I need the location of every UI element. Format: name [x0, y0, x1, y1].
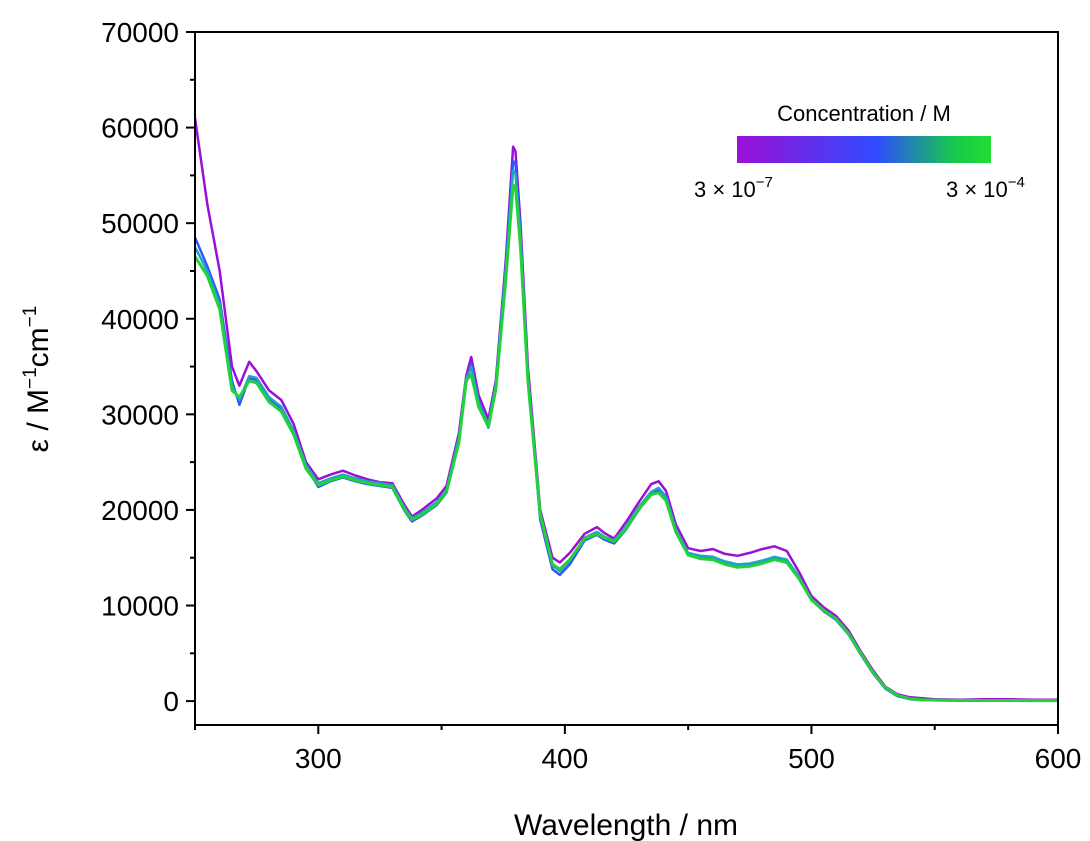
x-tick-label: 600 — [1035, 743, 1082, 774]
plot-frame — [194, 31, 1059, 726]
y-tick-label: 40000 — [101, 304, 179, 335]
y-axis-title: ε / M−1cm−1 — [20, 306, 55, 453]
spectrum-line-1 — [195, 117, 1058, 701]
x-tick-label: 400 — [541, 743, 588, 774]
spectrum-line-4 — [195, 183, 1058, 703]
y-tick-label: 60000 — [101, 113, 179, 144]
concentration-legend: Concentration / M 3 × 10−7 3 × 10−4 — [694, 101, 1025, 202]
y-tick-label: 0 — [163, 686, 179, 717]
spectrum-lines — [195, 117, 1058, 703]
spectrum-line-3 — [195, 169, 1058, 702]
concentration-gradient-bar — [737, 136, 991, 163]
x-tick-label: 500 — [788, 743, 835, 774]
y-tick-label: 30000 — [101, 399, 179, 430]
legend-high-label: 3 × 10−4 — [946, 174, 1025, 202]
legend-low-label: 3 × 10−7 — [694, 174, 773, 202]
y-tick-label: 10000 — [101, 591, 179, 622]
y-tick-label: 70000 — [101, 17, 179, 48]
y-tick-label: 20000 — [101, 495, 179, 526]
legend-title: Concentration / M — [777, 101, 951, 126]
x-axis-title: Wavelength / nm — [514, 809, 738, 841]
axis-ticks: 300 400 500 600 0 10000 20000 30000 40000 50000 60… — [101, 17, 1081, 774]
x-tick-label: 300 — [295, 743, 342, 774]
spectrum-line-2 — [195, 159, 1058, 703]
y-tick-label: 50000 — [101, 208, 179, 239]
